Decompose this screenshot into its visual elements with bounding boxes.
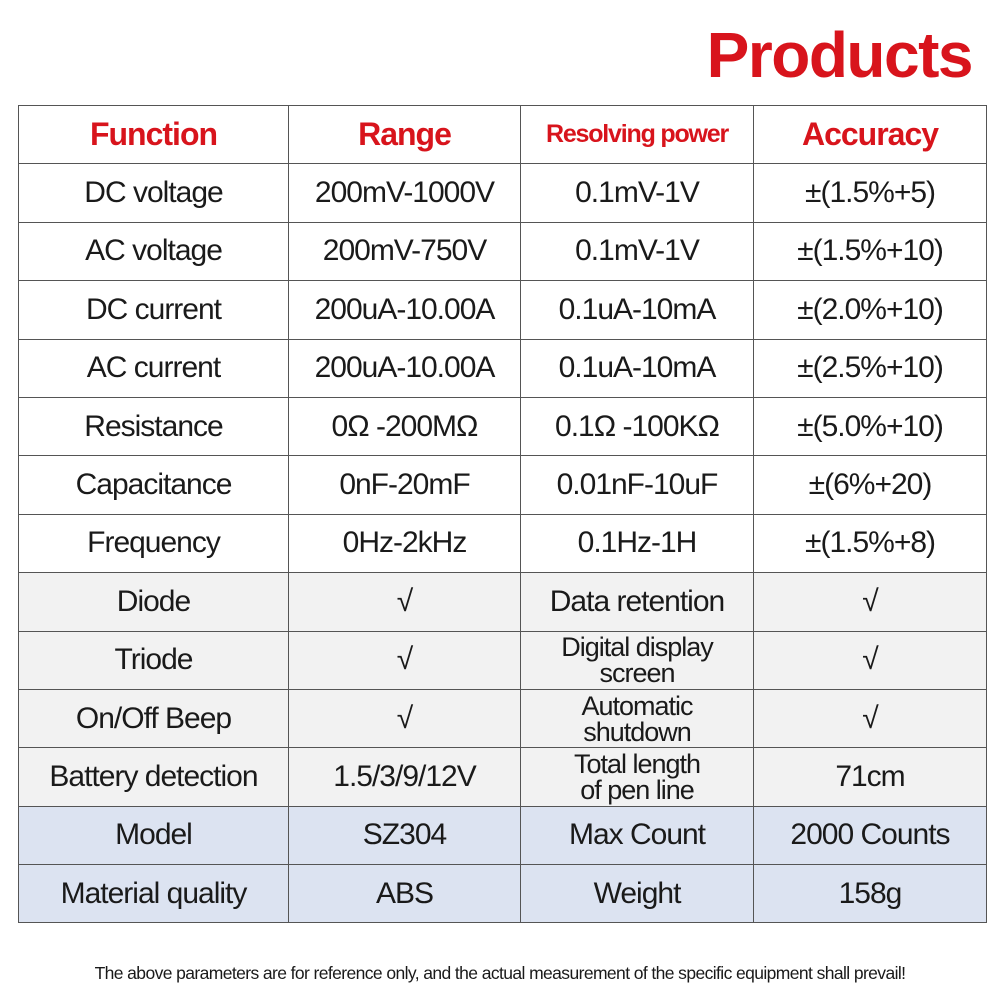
table-cell: √: [753, 688, 987, 749]
table-cell: ABS: [288, 864, 521, 924]
footer-note: The above parameters are for reference o…: [94, 963, 906, 983]
header-row: Function Range Resolving power Accuracy: [18, 104, 987, 165]
table-cell: 0.1Ω -100KΩ: [520, 396, 754, 457]
table-cell: √: [753, 630, 987, 690]
table-cell: 0.1Hz-1H: [520, 513, 754, 574]
table-cell: ±(1.5%+10): [753, 221, 987, 282]
cell-line: Automatic: [581, 690, 693, 721]
table-cell: ±(6%+20): [753, 455, 987, 515]
table-cell: Diode: [18, 572, 289, 632]
table-row: DC current 200uA-10.00A 0.1uA-10mA ±(2.0%+1…: [18, 280, 987, 340]
cell-line: shutdown: [583, 716, 692, 747]
cell-line: Digital display: [561, 632, 714, 663]
cell-line: of pen line: [580, 774, 695, 805]
table-cell: On/Off Beep: [18, 688, 289, 749]
table-cell: Frequency: [18, 513, 289, 574]
table-cell: Total length of pen line: [520, 747, 754, 807]
column-header: Accuracy: [753, 104, 987, 165]
table-cell: Capacitance: [18, 455, 289, 515]
table-cell: AC voltage: [18, 221, 289, 282]
table-cell: 0.01nF-10uF: [520, 455, 754, 515]
table-cell: Digital display screen: [520, 630, 754, 690]
table-row: Frequency 0Hz-2kHz 0.1Hz-1H ±(1.5%+8): [18, 513, 987, 574]
column-header: Function: [18, 104, 289, 165]
table-cell: Resistance: [18, 396, 289, 457]
table-row: Triode √ Digital display screen √: [18, 630, 987, 690]
table-cell: Material quality: [18, 864, 289, 924]
table-row: On/Off Beep √ Automatic shutdown √: [18, 688, 987, 749]
table-cell: SZ304: [288, 805, 521, 866]
cell-line: Total length: [573, 748, 701, 779]
table-cell: 158g: [753, 864, 987, 924]
table-cell: 0Hz-2kHz: [288, 513, 521, 574]
table-cell: Battery detection: [18, 747, 289, 807]
table-cell: 200mV-1000V: [288, 163, 521, 223]
title: Products: [706, 19, 974, 91]
table-cell: √: [288, 572, 521, 632]
table-cell: Triode: [18, 630, 289, 690]
table-cell: 71cm: [753, 747, 987, 807]
table-cell: 0.1uA-10mA: [520, 280, 754, 340]
table-cell: AC current: [18, 338, 289, 398]
table-cell: 200uA-10.00A: [288, 280, 521, 340]
table-row: Battery detection 1.5/3/9/12V Total length…: [18, 747, 987, 807]
table-body: Function Range Resolving power Accuracy DC v…: [18, 104, 987, 924]
table-cell: √: [288, 688, 521, 749]
table-cell: 0Ω -200MΩ: [288, 396, 521, 457]
table-cell: 200uA-10.00A: [288, 338, 521, 398]
table-cell: ±(2.0%+10): [753, 280, 987, 340]
table-cell: ±(2.5%+10): [753, 338, 987, 398]
table-cell: 0.1mV-1V: [520, 221, 754, 282]
table-row: DC voltage 200mV-1000V 0.1mV-1V ±(1.5%+5): [18, 163, 987, 223]
table-cell: 200mV-750V: [288, 221, 521, 282]
table-cell: 0nF-20mF: [288, 455, 521, 515]
table-cell: ±(5.0%+10): [753, 396, 987, 457]
column-header: Range: [288, 104, 521, 165]
table-cell: Automatic shutdown: [520, 688, 754, 749]
cell-line: screen: [599, 658, 675, 689]
table-cell: DC current: [18, 280, 289, 340]
spec-table: Function Range Resolving power Accuracy DC v…: [18, 104, 987, 924]
column-header: Resolving power: [520, 104, 754, 165]
table-cell: 1.5/3/9/12V: [288, 747, 521, 807]
table-cell: ±(1.5%+8): [753, 513, 987, 574]
table-cell: DC voltage: [18, 163, 289, 223]
table-row: Resistance 0Ω -200MΩ 0.1Ω -100KΩ ±(5.0%+10): [18, 396, 987, 457]
table-cell: 0.1uA-10mA: [520, 338, 754, 398]
table-row: Model SZ304 Max Count 2000 Counts: [18, 805, 987, 866]
table-cell: 0.1mV-1V: [520, 163, 754, 223]
table-cell: ±(1.5%+5): [753, 163, 987, 223]
table-cell: √: [753, 572, 987, 632]
table-row: Capacitance 0nF-20mF 0.01nF-10uF ±(6%+20): [18, 455, 987, 515]
table-row: Material quality ABS Weight 158g: [18, 864, 987, 924]
table-cell: 2000 Counts: [753, 805, 987, 866]
table-cell: Data retention: [520, 572, 754, 632]
table-cell: √: [288, 630, 521, 690]
table-cell: Weight: [520, 864, 754, 924]
table-cell: Model: [18, 805, 289, 866]
table-row: Diode √ Data retention √: [18, 572, 987, 632]
table-row: AC current 200uA-10.00A 0.1uA-10mA ±(2.5%+1…: [18, 338, 987, 398]
table-row: AC voltage 200mV-750V 0.1mV-1V ±(1.5%+10): [18, 221, 987, 282]
table-cell: Max Count: [520, 805, 754, 866]
